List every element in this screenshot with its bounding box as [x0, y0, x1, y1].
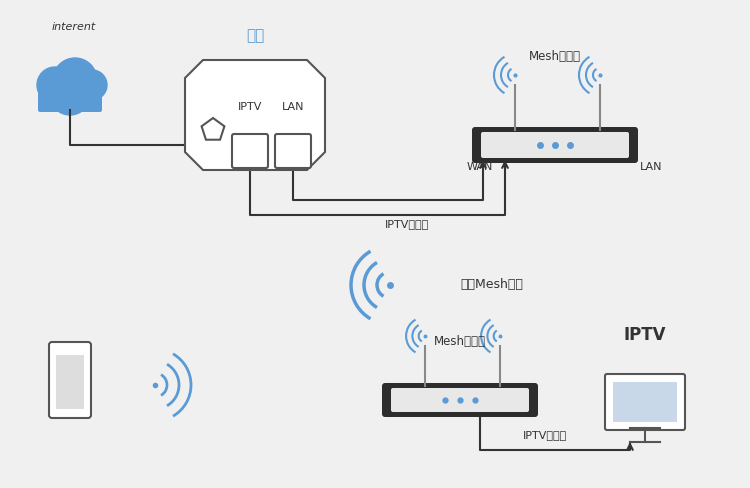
FancyBboxPatch shape — [472, 127, 638, 163]
Circle shape — [53, 58, 97, 102]
Circle shape — [77, 70, 107, 100]
FancyBboxPatch shape — [232, 134, 268, 168]
Text: 光猫: 光猫 — [246, 28, 264, 43]
FancyBboxPatch shape — [391, 388, 529, 412]
FancyBboxPatch shape — [38, 88, 102, 112]
Text: 无线Mesh组网: 无线Mesh组网 — [460, 279, 523, 291]
Text: LAN: LAN — [282, 102, 304, 112]
Polygon shape — [185, 60, 325, 170]
Text: WAN: WAN — [466, 162, 494, 172]
Polygon shape — [202, 118, 224, 140]
FancyBboxPatch shape — [56, 355, 84, 409]
FancyBboxPatch shape — [382, 383, 538, 417]
Text: interent: interent — [52, 22, 96, 32]
Text: IPTV上联口: IPTV上联口 — [386, 219, 430, 229]
Text: IPTV: IPTV — [238, 102, 262, 112]
Text: Mesh子路由: Mesh子路由 — [434, 335, 486, 348]
Circle shape — [50, 75, 90, 115]
FancyBboxPatch shape — [275, 134, 311, 168]
FancyBboxPatch shape — [481, 132, 629, 158]
Text: IPTV下联口: IPTV下联口 — [523, 430, 567, 440]
Text: Mesh主路由: Mesh主路由 — [529, 50, 581, 63]
FancyBboxPatch shape — [613, 382, 677, 422]
Text: LAN: LAN — [640, 162, 662, 172]
FancyBboxPatch shape — [605, 374, 685, 430]
FancyBboxPatch shape — [49, 342, 91, 418]
Text: IPTV: IPTV — [624, 326, 666, 344]
Circle shape — [37, 67, 73, 103]
